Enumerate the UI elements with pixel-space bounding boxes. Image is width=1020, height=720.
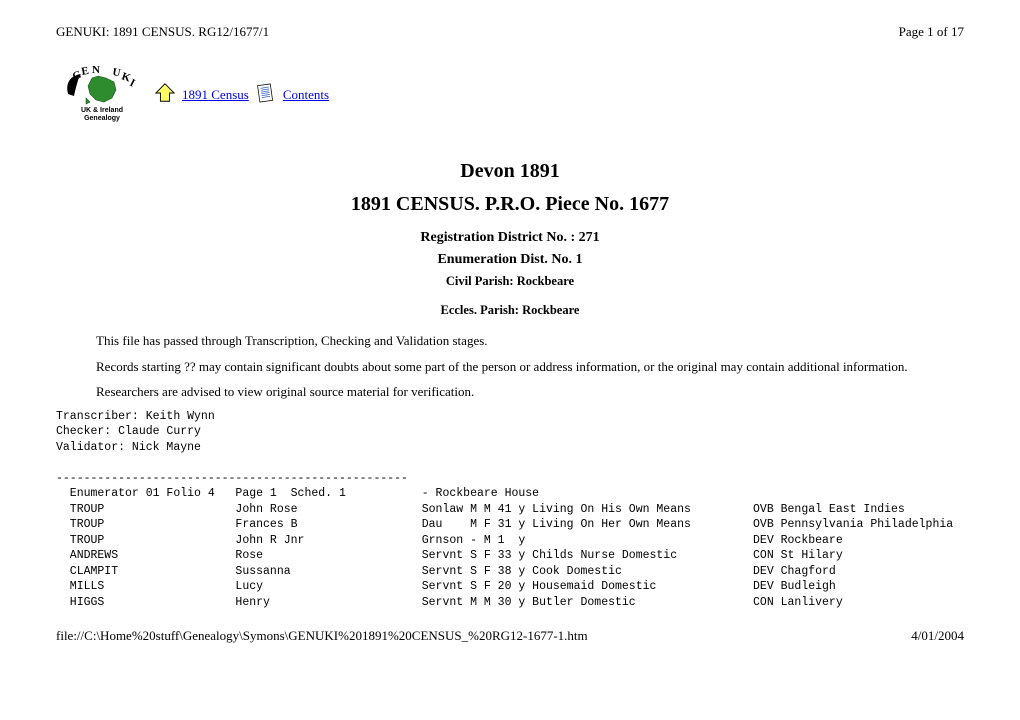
record-row: Enumerator 01 Folio 4 Page 1 Sched. 1 - … — [56, 487, 539, 500]
census-link[interactable]: 1891 Census — [182, 87, 249, 103]
record-row: HIGGS Henry Servnt M M 30 y Butler Domes… — [56, 596, 843, 609]
header-left: GENUKI: 1891 CENSUS. RG12/1677/1 — [56, 24, 269, 40]
genuki-logo: G E N U K I UK & Ireland Genealogy — [56, 64, 148, 126]
paragraph-2: Records starting ?? may contain signific… — [56, 358, 964, 376]
page-footer: file://C:\Home%20stuff\Genealogy\Symons\… — [56, 628, 964, 644]
record-row: ANDREWS Rose Servnt S F 33 y Childs Nurs… — [56, 549, 843, 562]
page-header: GENUKI: 1891 CENSUS. RG12/1677/1 Page 1 … — [56, 24, 964, 40]
separator-line: ----------------------------------------… — [56, 472, 408, 485]
title-enumeration: Enumeration Dist. No. 1 — [56, 252, 964, 268]
svg-text:Genealogy: Genealogy — [84, 115, 120, 122]
up-arrow-icon — [154, 82, 176, 108]
document-icon — [255, 82, 277, 108]
credits-block: Transcriber: Keith Wynn Checker: Claude … — [56, 409, 964, 611]
svg-text:U: U — [111, 66, 121, 79]
record-row: TROUP John Rose Sonlaw M M 41 y Living O… — [56, 503, 905, 516]
title-main-1: Devon 1891 — [56, 160, 964, 183]
credit-validator: Validator: Nick Mayne — [56, 441, 201, 454]
title-eccles-parish: Eccles. Parish: Rockbeare — [56, 303, 964, 318]
record-row: MILLS Lucy Servnt S F 20 y Housemaid Dom… — [56, 580, 836, 593]
paragraph-1: This file has passed through Transcripti… — [56, 332, 964, 350]
record-row: TROUP Frances B Dau M F 31 y Living On H… — [56, 518, 953, 531]
title-main-2: 1891 CENSUS. P.R.O. Piece No. 1677 — [56, 193, 964, 216]
footer-path: file://C:\Home%20stuff\Genealogy\Symons\… — [56, 628, 588, 644]
svg-text:UK & Ireland: UK & Ireland — [81, 107, 123, 114]
footer-date: 4/01/2004 — [911, 628, 964, 644]
nav-row: G E N U K I UK & Ireland Genealogy 1891 … — [56, 64, 964, 126]
svg-text:N: N — [92, 64, 100, 76]
title-registration: Registration District No. : 271 — [56, 230, 964, 246]
contents-link[interactable]: Contents — [283, 87, 329, 103]
credit-checker: Checker: Claude Curry — [56, 425, 201, 438]
credit-transcriber: Transcriber: Keith Wynn — [56, 410, 215, 423]
svg-text:E: E — [80, 65, 89, 78]
header-right: Page 1 of 17 — [899, 24, 964, 40]
record-row: TROUP John R Jnr Grnson - M 1 y DEV Rock… — [56, 534, 843, 547]
record-row: CLAMPIT Sussanna Servnt S F 38 y Cook Do… — [56, 565, 836, 578]
title-civil-parish: Civil Parish: Rockbeare — [56, 274, 964, 289]
paragraph-3: Researchers are advised to view original… — [56, 383, 964, 401]
